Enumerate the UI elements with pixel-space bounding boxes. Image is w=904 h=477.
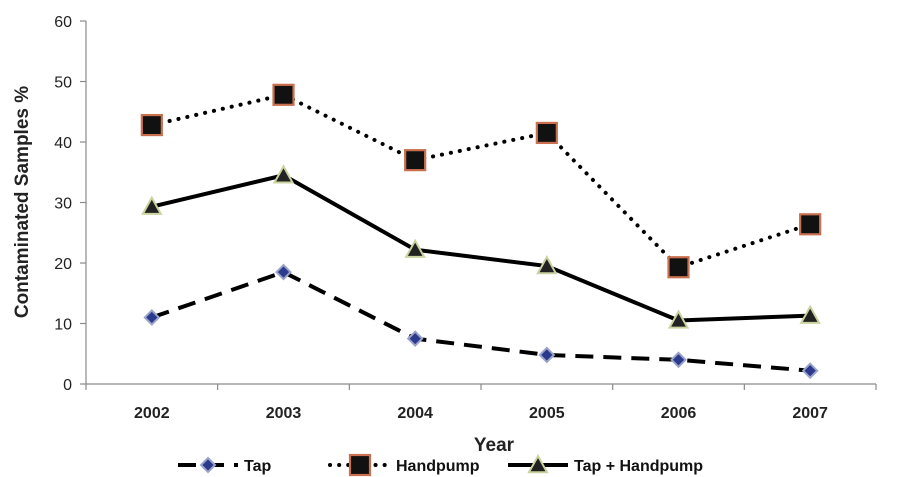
data-point-tap-handpump xyxy=(272,164,295,184)
y-tick-label: 40 xyxy=(54,135,72,152)
x-tick-label: 2003 xyxy=(266,405,302,422)
x-axis-title: Year xyxy=(474,435,515,456)
data-point-handpump xyxy=(667,256,690,279)
data-point-tap-handpump xyxy=(799,304,821,324)
y-tick-label: 20 xyxy=(54,256,72,273)
y-axis-title: Contaminated Samples % xyxy=(12,86,33,318)
y-axis-title-group: Contaminated Samples % xyxy=(12,86,33,318)
data-point-tap-handpump xyxy=(667,309,690,329)
data-point-tap xyxy=(406,330,424,348)
legend-item-handpump: Handpump xyxy=(328,453,480,477)
legend-label: Handpump xyxy=(396,458,480,475)
data-point-tap-handpump xyxy=(536,254,558,275)
y-tick-label: 30 xyxy=(54,196,72,213)
data-point-tap-handpump xyxy=(141,195,163,215)
series-line-handpump xyxy=(149,92,813,270)
legend-label: Tap + Handpump xyxy=(574,458,703,475)
y-tick-label: 60 xyxy=(54,14,72,31)
legend-item-tap: Tap xyxy=(178,456,271,475)
data-point-tap xyxy=(275,263,292,281)
x-tick-label: 2005 xyxy=(529,405,565,422)
data-point-tap xyxy=(670,351,687,369)
data-point-handpump xyxy=(799,213,822,236)
data-point-handpump xyxy=(140,113,163,137)
data-point-handpump xyxy=(535,121,558,145)
x-tick-label: 2006 xyxy=(661,405,697,422)
data-point-tap xyxy=(143,309,161,326)
y-tick-label: 0 xyxy=(63,377,72,394)
y-tick-label: 50 xyxy=(54,75,72,92)
legend-item-tap-handpump: Tap + Handpump xyxy=(508,453,703,475)
data-point-tap xyxy=(801,362,819,380)
data-point-handpump xyxy=(404,149,427,172)
y-ticks: 0 10 20 30 40 50 60 xyxy=(54,14,86,394)
series-layer xyxy=(140,83,822,380)
data-point-tap xyxy=(538,346,556,364)
legend-swatch-marker xyxy=(527,453,549,474)
data-point-tap-handpump xyxy=(404,238,426,258)
series-tap xyxy=(143,263,819,380)
x-tick-label: 2004 xyxy=(397,405,433,422)
legend-label: Tap xyxy=(244,458,271,475)
series-line-tap-handpump xyxy=(151,173,811,323)
x-tick-label: 2002 xyxy=(134,405,170,422)
x-tick-label: 2007 xyxy=(792,405,828,422)
legend-swatch-marker xyxy=(199,456,217,474)
y-tick-label: 10 xyxy=(54,317,72,334)
series-tap-handpump xyxy=(141,164,821,329)
x-ticks: 2002 2003 2004 2005 2006 2007 xyxy=(85,384,877,422)
series-line-tap xyxy=(151,269,811,373)
legend-swatch-marker xyxy=(348,453,372,477)
series-handpump xyxy=(140,83,822,279)
legend: Tap Handpump Tap + Handpump xyxy=(178,453,703,477)
data-point-handpump xyxy=(272,83,295,106)
